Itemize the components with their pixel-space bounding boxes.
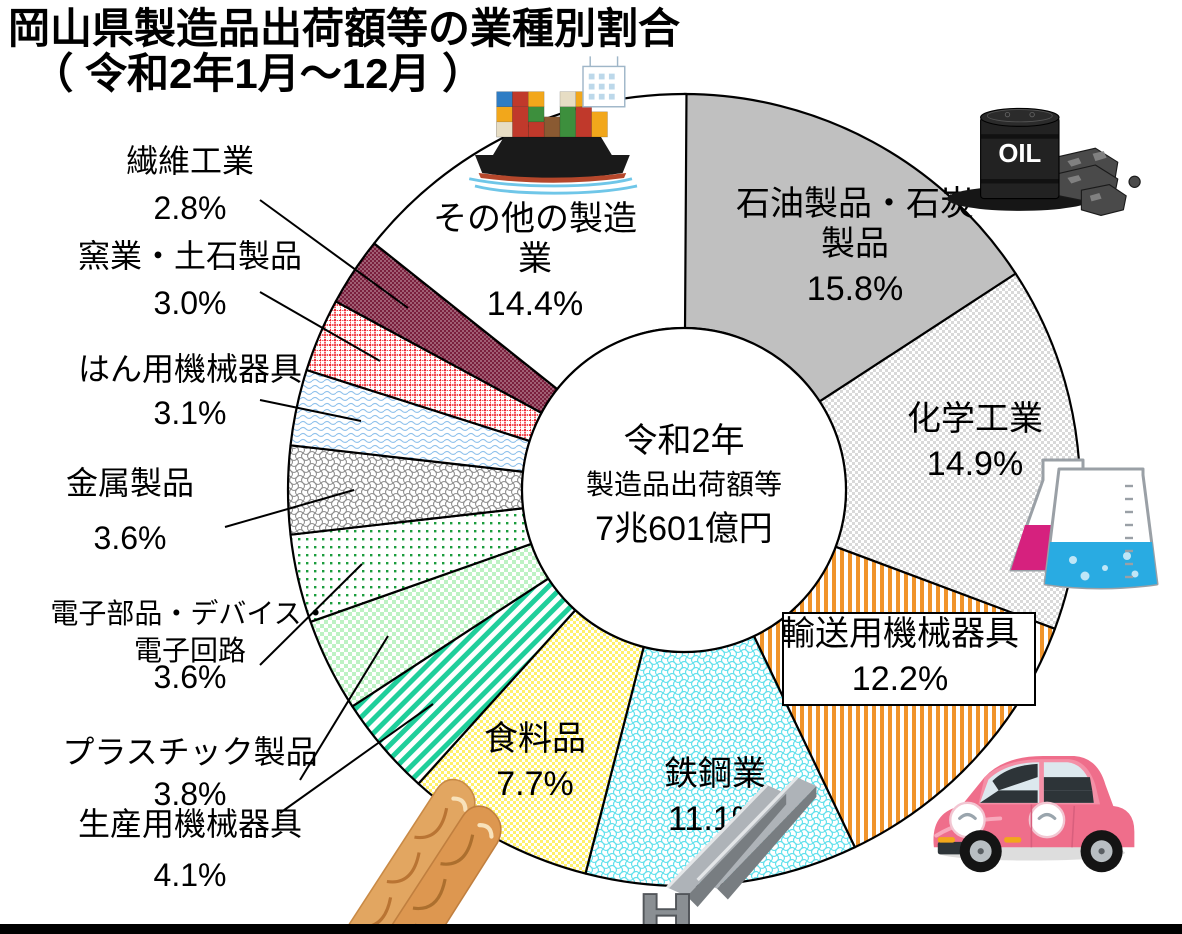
svg-text:3.6%: 3.6% xyxy=(94,520,167,556)
svg-text:12.2%: 12.2% xyxy=(852,660,948,698)
svg-text:3.0%: 3.0% xyxy=(154,285,227,321)
svg-text:化学工業: 化学工業 xyxy=(907,400,1043,438)
svg-text:繊維工業: 繊維工業 xyxy=(126,143,254,179)
svg-text:その他の製造: その他の製造 xyxy=(433,200,637,238)
svg-text:プラスチック製品: プラスチック製品 xyxy=(62,734,317,770)
svg-text:生産用機械器具: 生産用機械器具 xyxy=(78,806,302,842)
svg-text:4.1%: 4.1% xyxy=(154,857,227,893)
svg-text:3.1%: 3.1% xyxy=(154,395,227,431)
svg-text:金属製品: 金属製品 xyxy=(66,465,194,501)
svg-text:業: 業 xyxy=(518,240,552,278)
svg-text:14.4%: 14.4% xyxy=(487,285,583,323)
svg-text:7.7%: 7.7% xyxy=(496,765,574,803)
svg-text:15.8%: 15.8% xyxy=(807,270,903,308)
svg-text:輸送用機械器具: 輸送用機械器具 xyxy=(781,615,1019,653)
svg-text:製品: 製品 xyxy=(821,225,889,263)
svg-text:令和2年: 令和2年 xyxy=(624,422,745,460)
svg-text:OIL: OIL xyxy=(998,140,1041,168)
svg-text:食料品: 食料品 xyxy=(484,720,586,758)
svg-text:石油製品・石炭: 石油製品・石炭 xyxy=(736,185,974,223)
svg-text:製造品出荷額等: 製造品出荷額等 xyxy=(586,469,782,500)
svg-text:電子部品・デバイス・: 電子部品・デバイス・ xyxy=(50,598,329,629)
svg-text:鉄鋼業: 鉄鋼業 xyxy=(664,755,766,793)
svg-text:3.6%: 3.6% xyxy=(154,659,227,695)
svg-text:14.9%: 14.9% xyxy=(927,445,1023,483)
svg-text:窯業・土石製品: 窯業・土石製品 xyxy=(78,238,302,274)
svg-text:2.8%: 2.8% xyxy=(154,190,227,226)
svg-text:はん用機械器具: はん用機械器具 xyxy=(78,351,302,387)
svg-text:7兆601億円: 7兆601億円 xyxy=(595,510,773,548)
